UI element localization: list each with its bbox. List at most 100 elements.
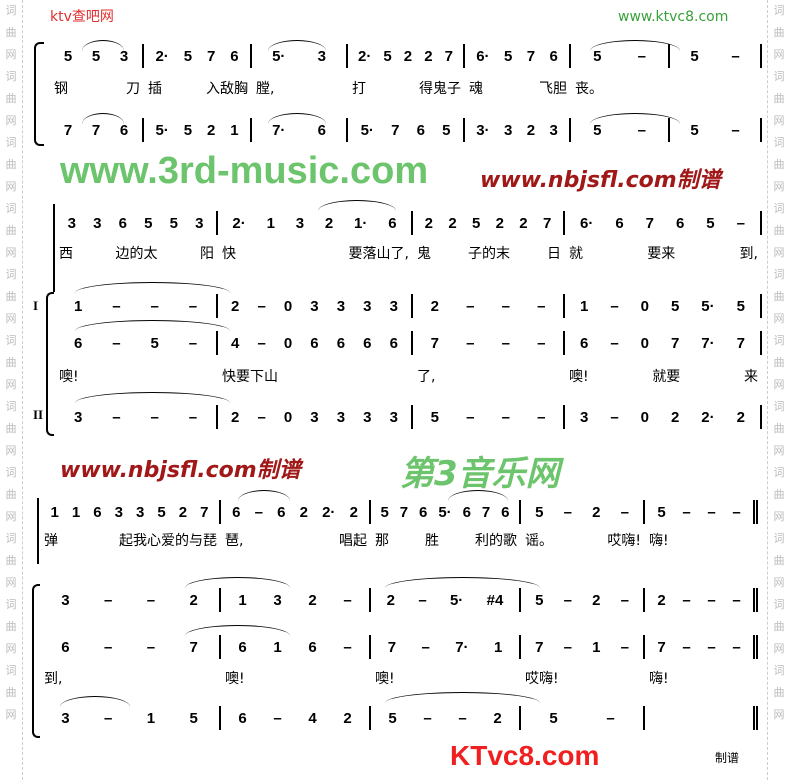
note: 1 [50, 503, 59, 521]
note: 5 [549, 709, 558, 727]
lyric-word: 得鬼子 [419, 81, 461, 97]
note: 2 [592, 591, 601, 609]
lyric-measure: 谣。 哎嗨! [521, 528, 645, 552]
slur [385, 577, 540, 588]
side-watermark-char: 词 [773, 4, 785, 17]
lyric-word: 起我心爱的与琵 [119, 533, 217, 549]
system-line [37, 498, 39, 564]
side-watermark-char: 网 [5, 312, 17, 325]
note: – [103, 638, 113, 656]
note: – [146, 638, 156, 656]
side-watermark-char: 网 [773, 378, 785, 391]
slur [268, 40, 326, 51]
watermark-ktv: ktv查吧网 [50, 9, 114, 25]
measure: 2· 1 3 2 1· 6 [218, 211, 413, 235]
lyric-word: 飞胆 [539, 81, 567, 97]
measure: 3 – 0 2 2· 2 [565, 405, 762, 429]
lyric-word: 日 [547, 246, 561, 262]
side-watermark-char: 曲 [5, 224, 17, 237]
note: 1 [73, 297, 83, 315]
note: 6 [336, 334, 346, 352]
note: 3 [336, 297, 346, 315]
note: 0 [640, 297, 649, 315]
note: – [188, 334, 198, 352]
note: – [466, 334, 475, 352]
slur [238, 490, 290, 501]
measure: 5– [571, 44, 670, 68]
part-label-2: II [33, 407, 44, 422]
note: 3 [295, 214, 305, 232]
note: 5 [657, 503, 666, 521]
lyric-measure: 嗨! [645, 666, 758, 690]
note: 0 [283, 297, 293, 315]
slur [590, 40, 680, 51]
lyric-word: 钢 [54, 81, 68, 97]
note: 5 [535, 591, 544, 609]
measure: 5 – 2 – [521, 588, 645, 612]
note: 5· [155, 121, 169, 139]
note: – [103, 709, 113, 727]
note: 5 [183, 47, 193, 65]
lyric-word: 西 [59, 246, 73, 262]
note: – [257, 408, 266, 426]
side-watermark-char: 词 [773, 136, 785, 149]
note: 0 [640, 408, 649, 426]
measure: 3 – 1 5 [40, 706, 221, 730]
note: 2 [424, 214, 433, 232]
staff-system2-melody: 3 3 6 5 5 3 2· 1 3 2 1· 6 2 2 5 2 2 7 6· 6 7 6 5– [55, 211, 762, 235]
note: – [610, 297, 619, 315]
note: – [682, 503, 691, 521]
side-watermark-char: 曲 [773, 26, 785, 39]
note: 7 [63, 121, 73, 139]
note: 2 [386, 591, 395, 609]
lyrics-system3-melody: 弹 起我心爱的与琵 琶, 唱起那 胜 利的歌 谣。 哎嗨! 嗨! [40, 528, 758, 552]
note: – [563, 503, 572, 521]
note: 5 [150, 334, 159, 352]
note: – [112, 334, 121, 352]
slur [185, 625, 290, 636]
lyric-word: 膛, [256, 81, 275, 97]
choir-bracket [32, 584, 40, 738]
measure [645, 706, 758, 730]
note: – [254, 503, 263, 521]
note: 4 [308, 709, 317, 727]
note: – [732, 591, 741, 609]
note: 3 [119, 47, 129, 65]
lyric-word: 刀 [126, 81, 140, 97]
credit-text: 制谱 [715, 751, 740, 765]
measure: 6–6 2 2· 2 [221, 500, 371, 524]
staff-system1-bottom: 7 7 6 5· 5 2 1 7· 6 5· 7 6 5 3· 3 2 3 5–5– [50, 118, 762, 142]
note: – [343, 638, 352, 656]
side-watermark-char: 词 [5, 202, 17, 215]
side-watermark-char: 词 [773, 664, 785, 677]
lyric-measure: 哎嗨! [521, 666, 645, 690]
lyric-word: 哎嗨! [525, 671, 559, 687]
side-watermark-char: 词 [5, 136, 17, 149]
note: 6 [308, 638, 317, 656]
measure: 6 – – 7 [40, 635, 221, 659]
note: 3 [363, 297, 372, 315]
lyric-word: 边的太 [115, 246, 158, 262]
lyric-word: 到, [739, 246, 758, 262]
note: – [732, 638, 741, 656]
note: 6 [238, 709, 247, 727]
note: 2 [349, 503, 358, 521]
note: 3 [273, 591, 282, 609]
lyric-measure: 膛, [252, 76, 348, 100]
note: 7 [189, 638, 198, 656]
side-watermark-char: 曲 [5, 26, 17, 39]
watermark-3rd-music: www.3rd-music.com [60, 150, 429, 192]
note: 2 [178, 503, 188, 521]
note: 3 [67, 214, 76, 232]
note: 5· [360, 121, 374, 139]
lyric-word: 噢! [225, 671, 245, 687]
side-watermark-char: 词 [5, 598, 17, 611]
note: 2· [322, 503, 336, 521]
note: – [421, 638, 430, 656]
side-watermark-char: 网 [773, 48, 785, 61]
note: 2 [189, 591, 198, 609]
lyric-measure: 钢刀 [50, 76, 144, 100]
note: 2 [448, 214, 457, 232]
note: 2 [231, 408, 240, 426]
